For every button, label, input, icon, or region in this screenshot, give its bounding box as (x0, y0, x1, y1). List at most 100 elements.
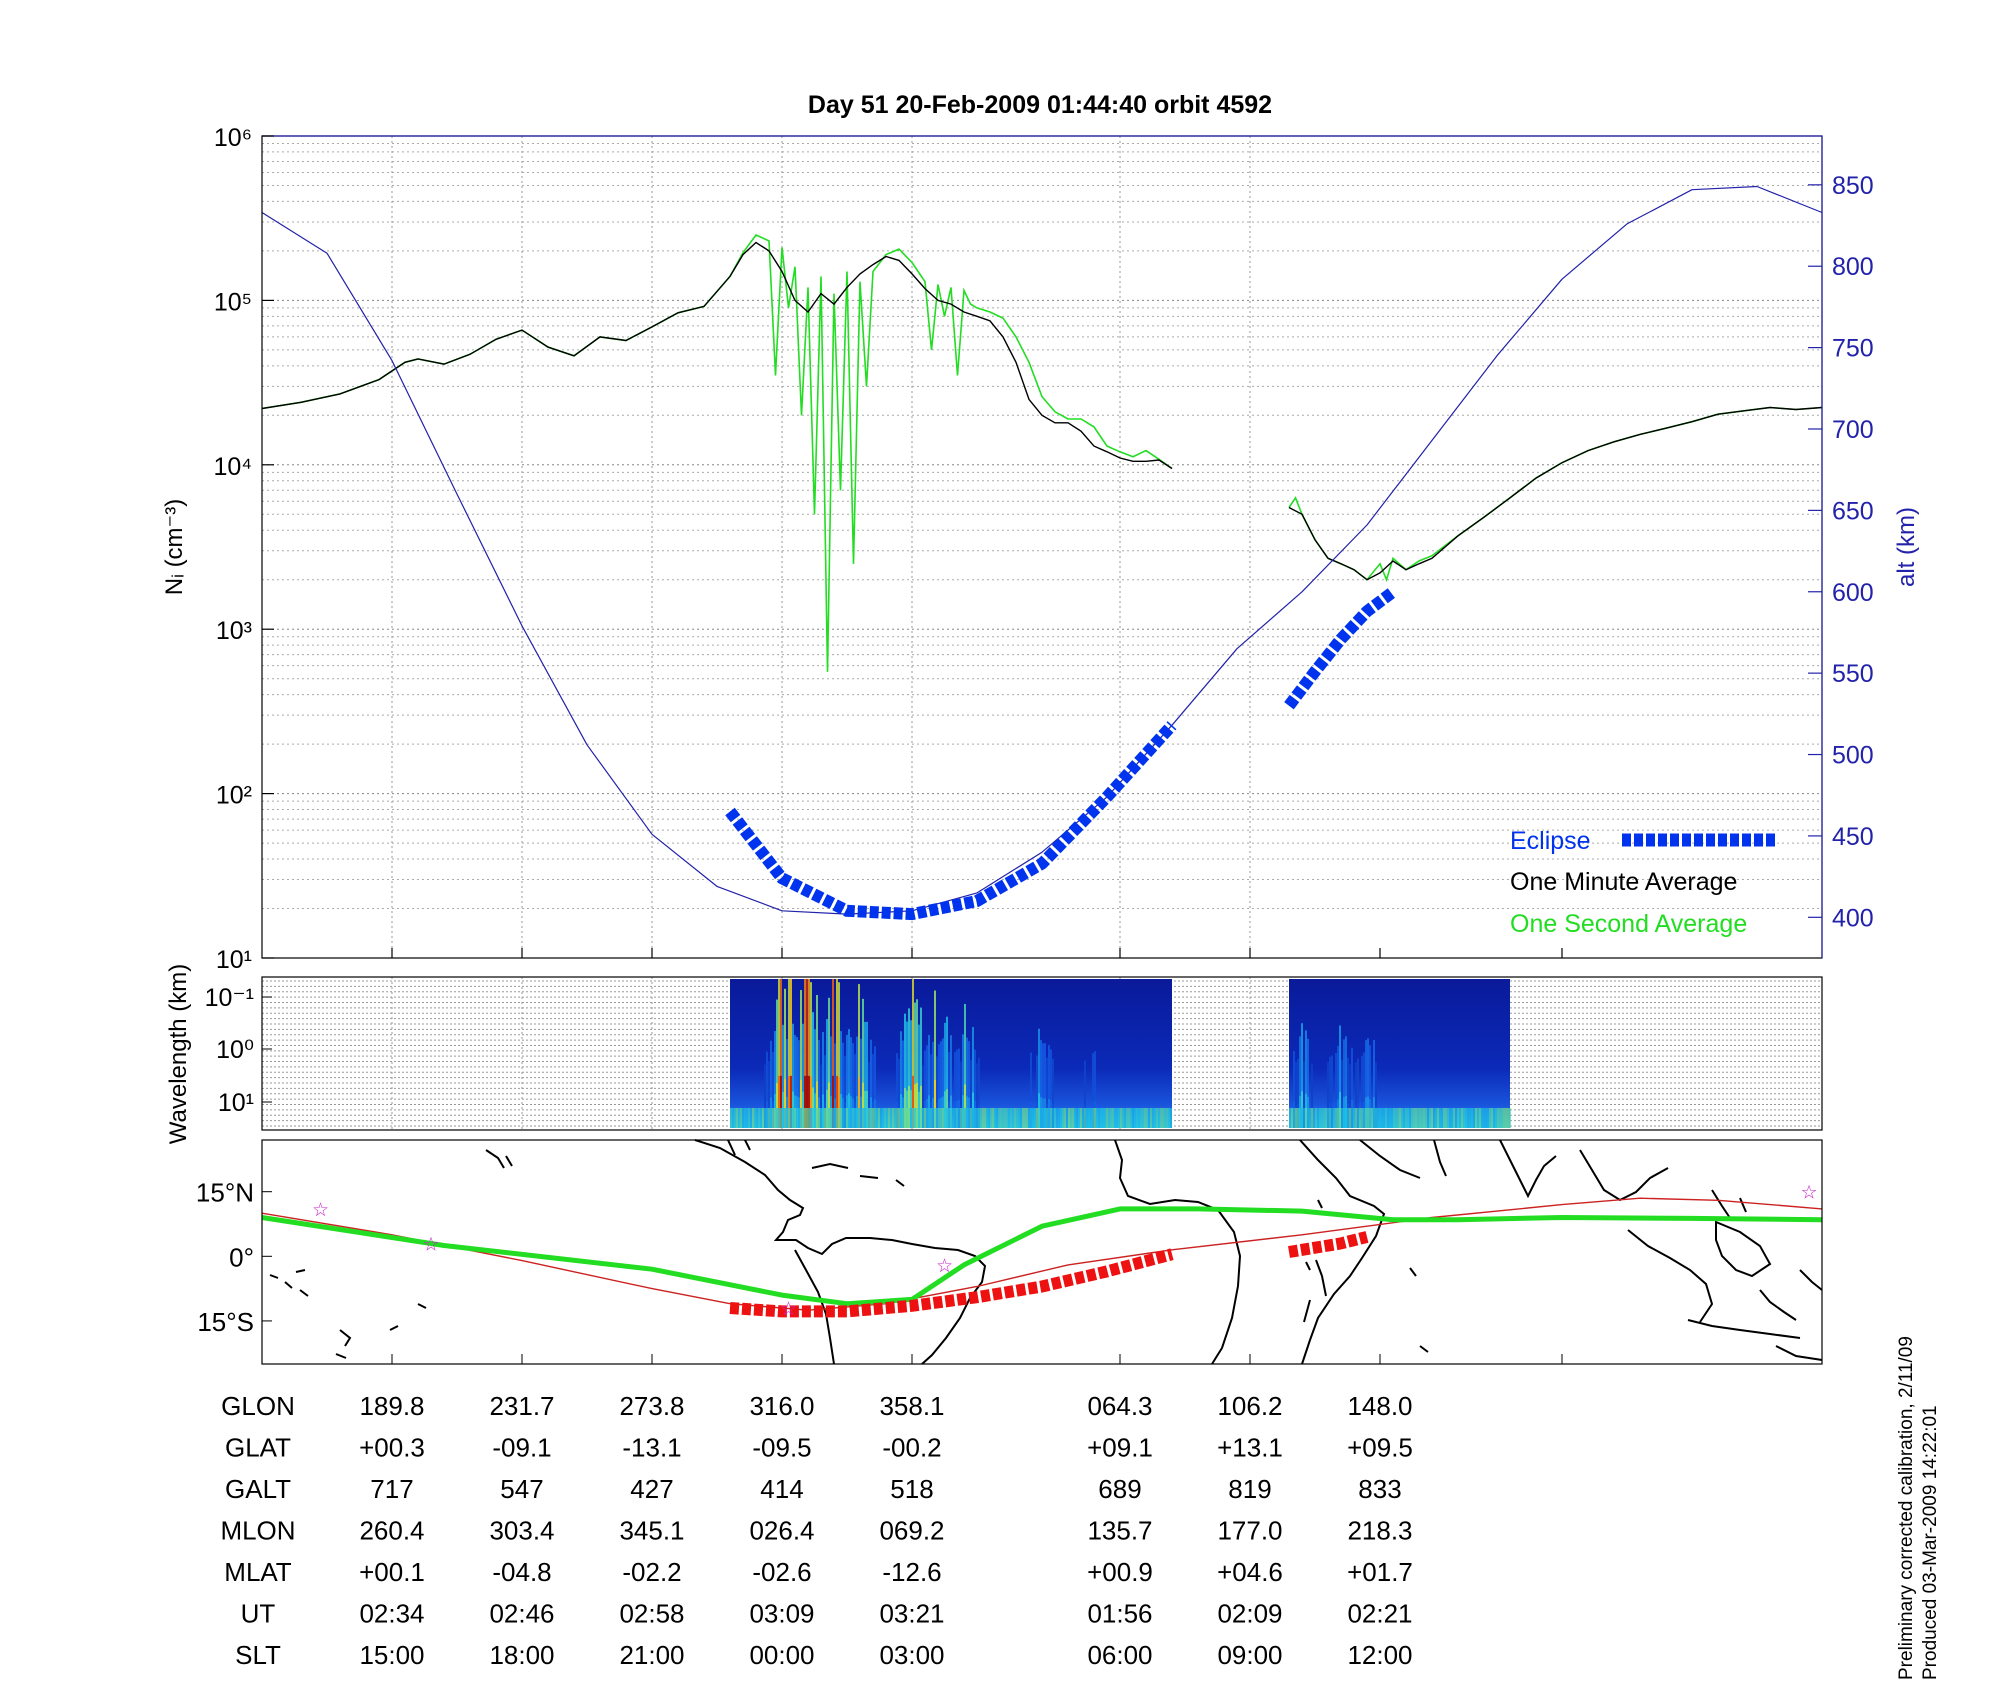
table-cell: 303.4 (489, 1516, 554, 1546)
density-tick-label: 10² (216, 782, 252, 810)
density-tick-label: 10⁵ (214, 288, 252, 316)
table-cell: 01:56 (1087, 1599, 1152, 1629)
density-tick-label: 10⁴ (213, 453, 252, 481)
table-cell: 18:00 (489, 1640, 554, 1670)
table-cell: 518 (890, 1474, 933, 1504)
star-marker: ☆ (422, 1234, 439, 1255)
altitude-tick-label: 800 (1832, 253, 1874, 281)
altitude-tick-label: 500 (1832, 742, 1874, 770)
table-cell: 547 (500, 1474, 543, 1504)
density-panel: 10¹ 10² 10³ 10⁴ 10⁵ 10⁶ 400 450 500 550 600 650 700… (161, 124, 1920, 974)
map-series: ☆ ☆ ☆ ☆ ☆ (261, 1183, 1823, 1320)
map-panel: ☆ ☆ ☆ ☆ ☆ 15°N 0° 15°S (196, 1139, 1823, 1365)
one-minute-average-line (1288, 406, 1823, 581)
latitude-tick-label: 15°N (196, 1178, 254, 1208)
altitude-tick-label: 600 (1832, 579, 1874, 607)
one-minute-average-line (261, 241, 1173, 470)
legend-one-second: One Second Average (1510, 910, 1747, 938)
table-cell: 069.2 (879, 1516, 944, 1546)
star-marker: ☆ (1800, 1183, 1817, 1204)
table-cell: 00:00 (749, 1640, 814, 1670)
table-cell: 03:00 (879, 1640, 944, 1670)
table-cell: 833 (1358, 1474, 1401, 1504)
table-cell: 06:00 (1087, 1640, 1152, 1670)
table-cell: +09.1 (1087, 1433, 1153, 1463)
table-cell: 02:09 (1217, 1599, 1282, 1629)
table-cell: 02:21 (1347, 1599, 1412, 1629)
table-cell: 15:00 (359, 1640, 424, 1670)
chart-title: Day 51 20-Feb-2009 01:44:40 orbit 4592 (808, 91, 1272, 119)
altitude-ticks: 400 450 500 550 600 650 700 750 800 850 (1808, 172, 1874, 932)
table-cell: 03:21 (879, 1599, 944, 1629)
orbit-track-line (261, 1206, 1823, 1307)
density-tick-label: 10¹ (216, 946, 252, 974)
footnote-calibration: Preliminary corrected calibration, 2/11/… (1896, 1336, 1917, 1680)
eclipse-track-segment (729, 1248, 1174, 1318)
table-cell: 148.0 (1347, 1391, 1412, 1421)
density-series (261, 185, 1823, 921)
table-cell: 316.0 (749, 1391, 814, 1421)
table-cell: 106.2 (1217, 1391, 1282, 1421)
latitude-tick-label: 15°S (197, 1307, 254, 1337)
table-cell: 12:00 (1347, 1640, 1412, 1670)
altitude-tick-label: 650 (1832, 497, 1874, 525)
legend-one-minute: One Minute Average (1510, 868, 1737, 896)
table-cell: -13.1 (622, 1433, 681, 1463)
spectrogram-blocks (730, 979, 1511, 1128)
table-cell: 689 (1098, 1474, 1141, 1504)
table-cell: -00.2 (882, 1433, 941, 1463)
table-cell: +09.5 (1347, 1433, 1413, 1463)
spectrogram-ticks: 10⁻¹ 10⁰ 10¹ (205, 984, 272, 1117)
table-cell: +13.1 (1217, 1433, 1283, 1463)
table-row-label: GALT (225, 1474, 291, 1504)
table-cell: 189.8 (359, 1391, 424, 1421)
table-row-label: MLON (220, 1516, 295, 1546)
altitude-tick-label: 450 (1832, 823, 1874, 851)
density-ticks: 10¹ 10² 10³ 10⁴ 10⁵ 10⁶ (213, 124, 1563, 974)
density-grid (262, 136, 1822, 959)
spectrogram-streaks (730, 979, 1172, 1128)
table-cell: 717 (370, 1474, 413, 1504)
wavelength-tick-label: 10⁰ (216, 1036, 254, 1064)
table-cell: 064.3 (1087, 1391, 1152, 1421)
spectrogram-panel: 10⁻¹ 10⁰ 10¹ Wavelength (km) (165, 964, 1823, 1145)
eclipse-segment (1284, 587, 1397, 710)
table-cell: 345.1 (619, 1516, 684, 1546)
table-cell: 21:00 (619, 1640, 684, 1670)
eclipse-track-segment (1288, 1231, 1369, 1258)
wavelength-tick-label: 10⁻¹ (205, 984, 254, 1012)
altitude-tick-label: 400 (1832, 904, 1874, 932)
table-row-label: SLT (235, 1640, 281, 1670)
legend-eclipse: Eclipse (1510, 827, 1591, 855)
density-axis-label: Nᵢ (cm⁻³) (161, 499, 188, 595)
table-cell: 358.1 (879, 1391, 944, 1421)
table-cell: 414 (760, 1474, 803, 1504)
wavelength-axis-label: Wavelength (km) (165, 964, 192, 1145)
table-cell: +00.3 (359, 1433, 425, 1463)
eclipse-segment (725, 721, 1177, 921)
spectrogram-block (1289, 979, 1510, 1128)
table-cell: -09.5 (752, 1433, 811, 1463)
altitude-tick-label: 750 (1832, 335, 1874, 363)
table-cell: +01.7 (1347, 1557, 1413, 1587)
table-cell: -12.6 (882, 1557, 941, 1587)
table-cell: 427 (630, 1474, 673, 1504)
table-cell: 273.8 (619, 1391, 684, 1421)
orbit-table: GLON 189.8 231.7 273.8 316.0 358.1 064.3 106.2 1… (220, 1391, 1412, 1670)
table-cell: 02:34 (359, 1599, 424, 1629)
table-cell: 02:46 (489, 1599, 554, 1629)
star-marker: ☆ (936, 1256, 953, 1277)
table-cell: 218.3 (1347, 1516, 1412, 1546)
star-marker: ☆ (312, 1200, 329, 1221)
table-cell: 02:58 (619, 1599, 684, 1629)
latitude-tick-label: 0° (229, 1242, 254, 1272)
density-tick-label: 10³ (216, 617, 252, 645)
table-cell: -09.1 (492, 1433, 551, 1463)
table-cell: +00.1 (359, 1557, 425, 1587)
coastlines (269, 1139, 1823, 1365)
table-row-label: UT (241, 1599, 276, 1629)
table-cell: 819 (1228, 1474, 1271, 1504)
footnote-produced: Produced 03-Mar-2009 14:22:01 (1920, 1405, 1941, 1680)
spectrogram-streaks (1289, 1023, 1511, 1128)
